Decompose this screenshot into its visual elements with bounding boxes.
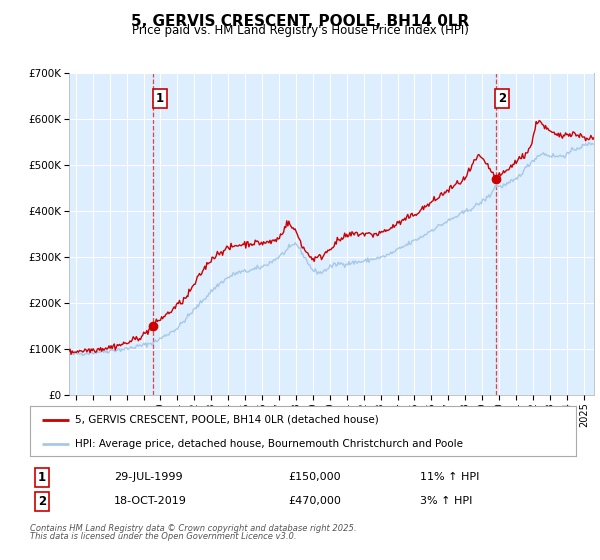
Text: £470,000: £470,000 <box>288 496 341 506</box>
Text: 5, GERVIS CRESCENT, POOLE, BH14 0LR: 5, GERVIS CRESCENT, POOLE, BH14 0LR <box>131 14 469 29</box>
Text: 29-JUL-1999: 29-JUL-1999 <box>114 472 182 482</box>
Text: 18-OCT-2019: 18-OCT-2019 <box>114 496 187 506</box>
Text: 5, GERVIS CRESCENT, POOLE, BH14 0LR (detached house): 5, GERVIS CRESCENT, POOLE, BH14 0LR (det… <box>75 414 379 424</box>
Text: Price paid vs. HM Land Registry's House Price Index (HPI): Price paid vs. HM Land Registry's House … <box>131 24 469 37</box>
Text: £150,000: £150,000 <box>288 472 341 482</box>
Text: This data is licensed under the Open Government Licence v3.0.: This data is licensed under the Open Gov… <box>30 532 296 541</box>
Text: 1: 1 <box>38 470 46 484</box>
Text: HPI: Average price, detached house, Bournemouth Christchurch and Poole: HPI: Average price, detached house, Bour… <box>75 439 463 449</box>
Text: 3% ↑ HPI: 3% ↑ HPI <box>420 496 472 506</box>
Text: 2: 2 <box>499 92 506 105</box>
Text: 11% ↑ HPI: 11% ↑ HPI <box>420 472 479 482</box>
Text: Contains HM Land Registry data © Crown copyright and database right 2025.: Contains HM Land Registry data © Crown c… <box>30 524 356 533</box>
Text: 2: 2 <box>38 494 46 508</box>
Text: 1: 1 <box>156 92 164 105</box>
